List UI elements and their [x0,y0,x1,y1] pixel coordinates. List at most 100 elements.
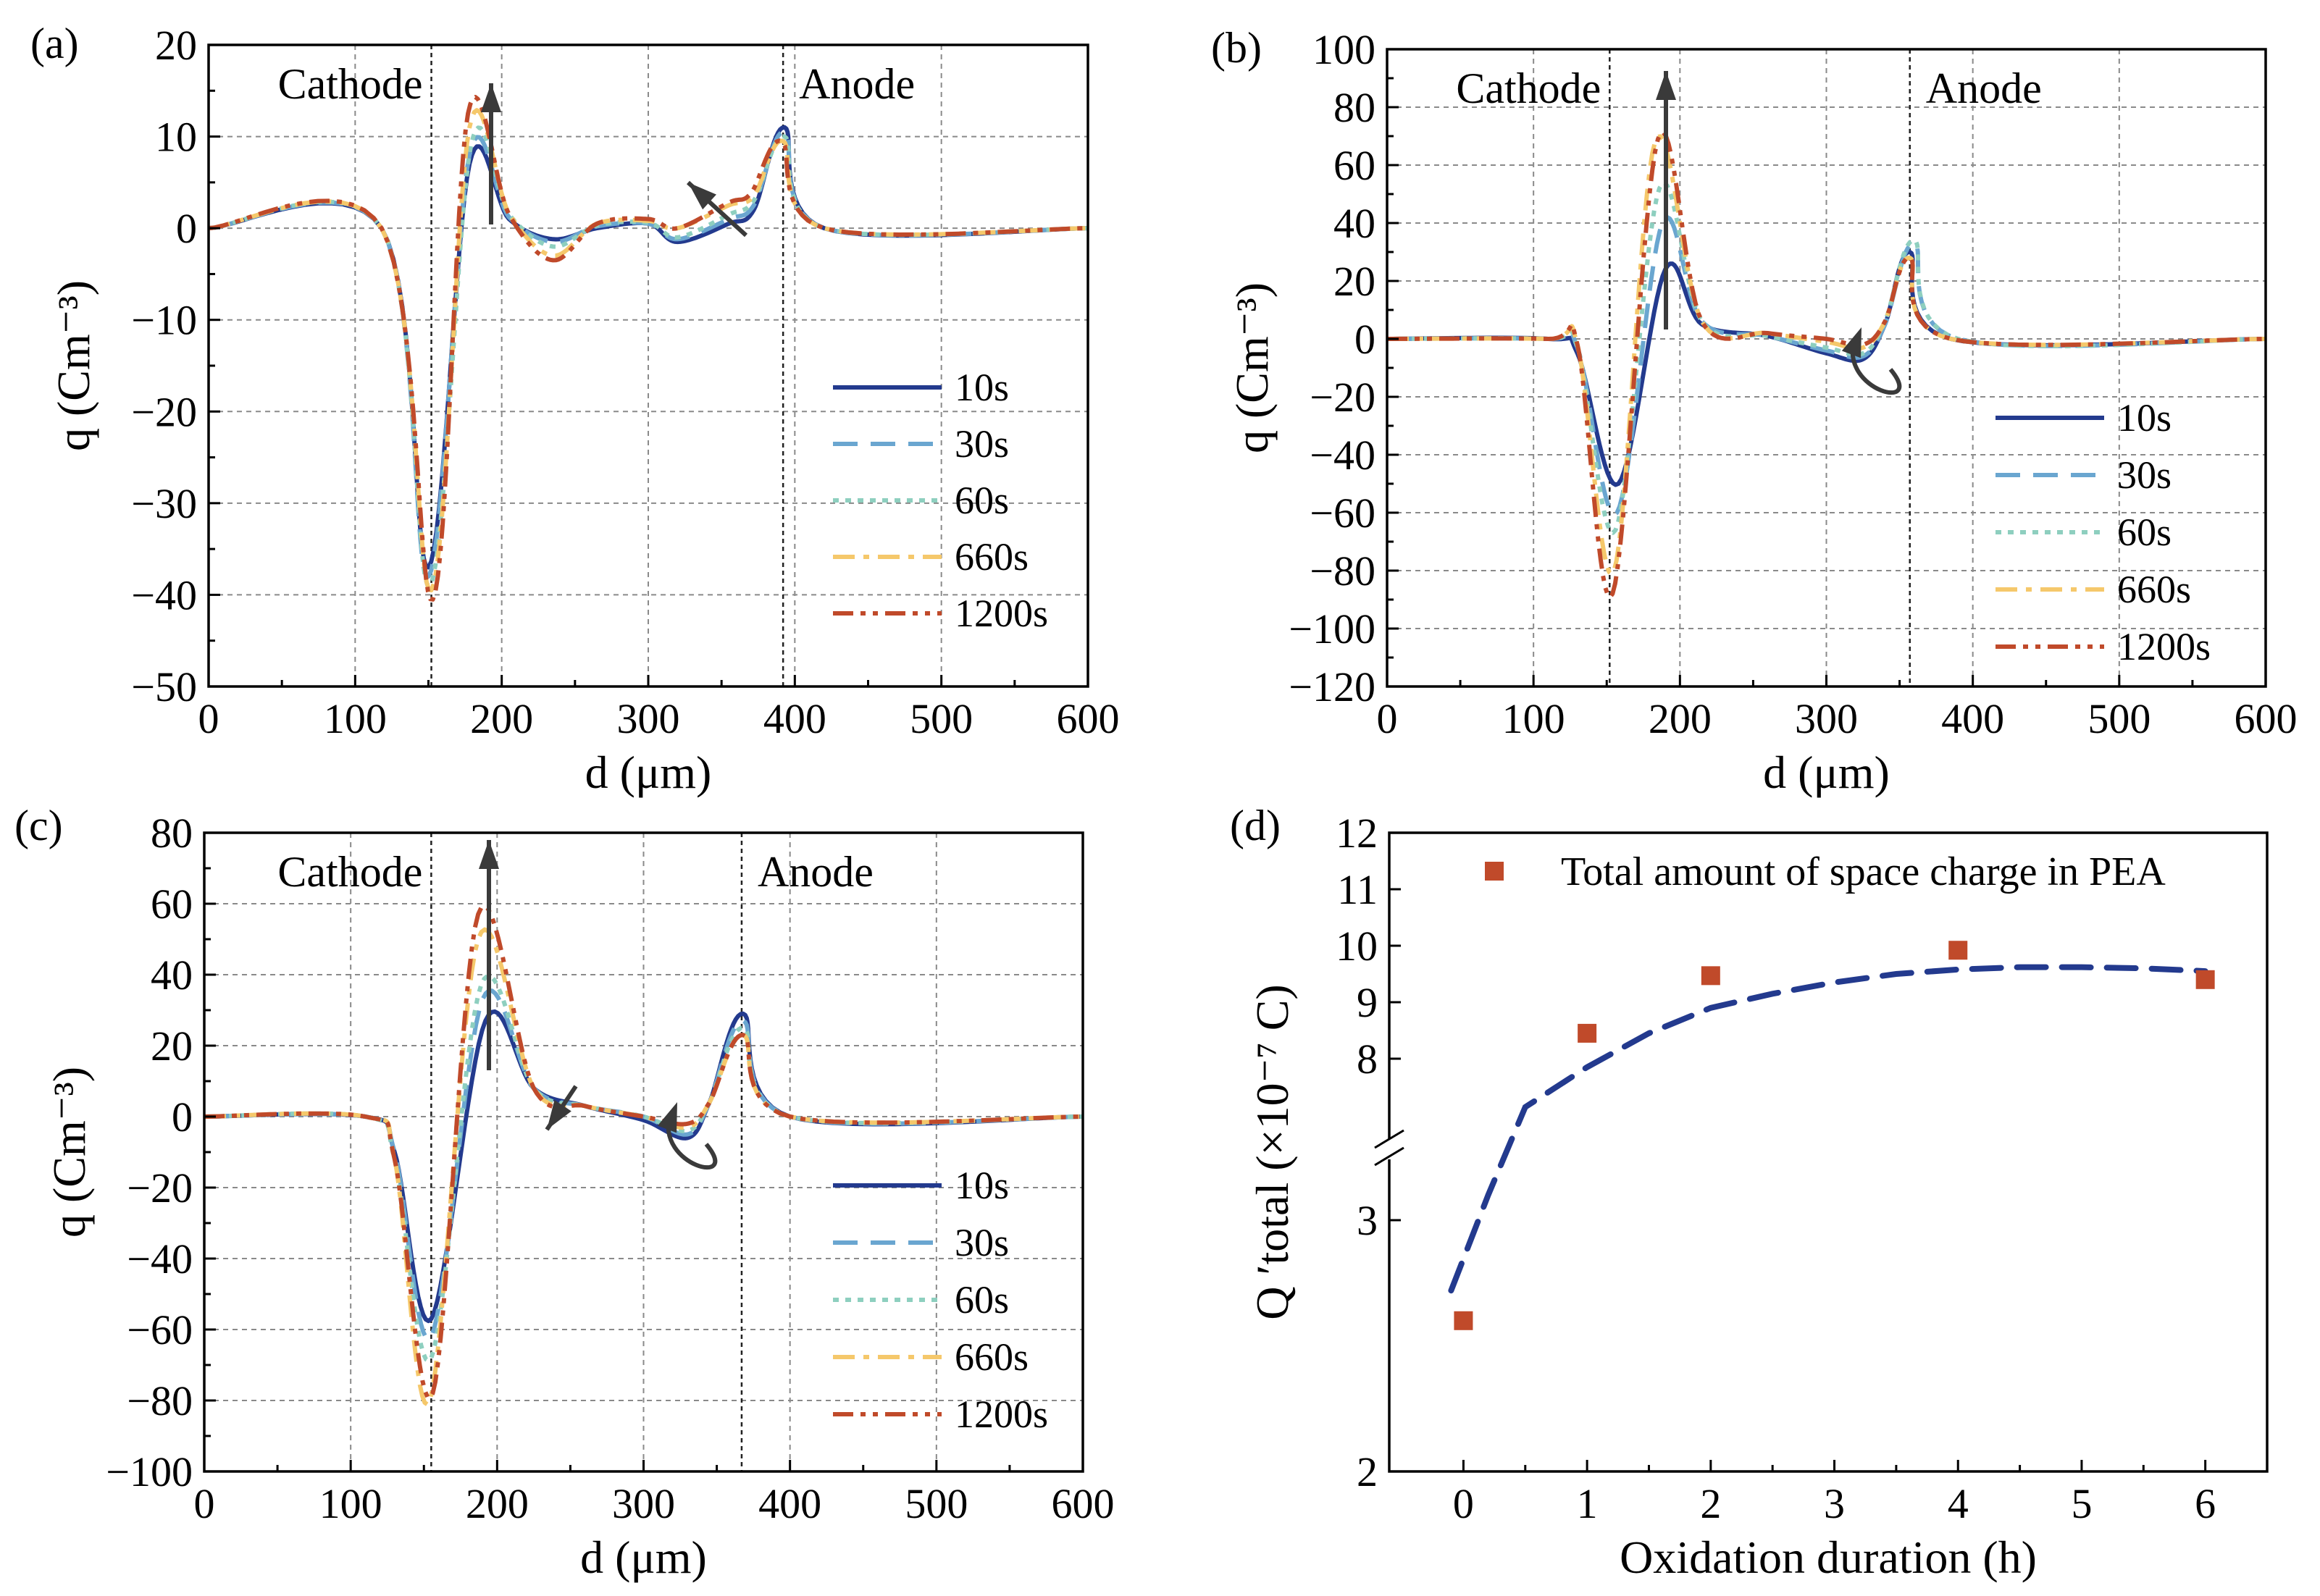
y-axis-label: q (Cm⁻³) [1226,282,1278,453]
x-tick-label: 5 [2071,1480,2092,1527]
series-line-30s [208,130,1089,579]
y-tick-label: 0 [1354,316,1375,363]
y-tick-label: −30 [131,480,197,527]
legend-label-660s: 660s [955,1335,1029,1379]
legend-label-60s: 60s [2117,511,2172,554]
trend-arrow-1-shaft [1850,340,1902,395]
y-tick-label: 100 [1312,26,1375,73]
y-tick-label: −40 [131,571,197,618]
trend-arrow-2-head [657,1102,677,1133]
y-tick-label: 80 [1333,84,1375,131]
cathode-label: Cathode [1456,64,1601,112]
y-tick-label: 11 [1337,866,1378,913]
y-tick-label: 12 [1336,810,1378,857]
y-axis-label: q (Cm⁻³) [48,280,99,451]
y-tick-label: −120 [1289,663,1375,710]
x-tick-label: 6 [2195,1480,2216,1527]
y-tick-label: −40 [1310,432,1375,479]
scatter-point [1948,941,1968,960]
plot-frame [1388,831,2269,1473]
y-tick-label: −20 [127,1164,193,1211]
y-tick-label: −20 [131,388,197,435]
x-tick-label: 400 [758,1480,821,1527]
scatter-point [1578,1023,1597,1043]
trend-arrow-2-shaft [666,1114,718,1170]
x-tick-label: 600 [1052,1480,1115,1527]
legend-marker [1485,862,1504,881]
y-tick-label: 10 [155,114,197,161]
legend-label-660s: 660s [955,535,1029,579]
y-tick-label: 8 [1357,1036,1378,1083]
legend-label-30s: 30s [955,422,1009,466]
y-axis-label: Q ′total (×10⁻⁷ C) [1247,984,1298,1319]
legend-label-60s: 60s [955,479,1009,522]
y-tick-label: 3 [1357,1197,1378,1244]
legend-label-1200s: 1200s [955,592,1048,635]
axis-break-mark [1374,1129,1404,1149]
panel-a: 0 100 200 300 400 500 600 −50 −40 −30 −20 −10 0 10 20 d… [30,20,1120,798]
x-tick-label: 200 [1649,695,1712,742]
anode-label: Anode [799,60,915,108]
trend-arrow-1-head [547,1099,571,1130]
x-tick-label: 200 [470,695,533,742]
y-tick-label: 10 [1336,923,1378,970]
cathode-label: Cathode [278,60,423,108]
x-tick-label: 300 [617,695,680,742]
x-tick-label: 600 [1057,695,1120,742]
x-tick-label: 600 [2235,695,2298,742]
panel-c: 0 100 200 300 400 500 600 −100 −80 −60 −40 −20 0 20 40… [14,802,1115,1583]
x-tick-label: 0 [1453,1480,1474,1527]
y-axis-label: q (Cm⁻³) [43,1067,95,1238]
x-tick-label: 3 [1824,1480,1845,1527]
x-axis-label: d (μm) [585,747,712,798]
y-tick-label: 2 [1357,1448,1378,1495]
x-tick-label: 300 [612,1480,675,1527]
y-tick-label: 20 [1333,258,1375,305]
y-tick-label: 60 [151,881,193,928]
y-tick-label: −10 [131,297,197,344]
series-line-1200s [1387,130,2266,600]
y-tick-label: −50 [131,663,197,710]
x-tick-label: 400 [1941,695,2004,742]
y-tick-label: 0 [172,1093,193,1141]
anode-label: Anode [1926,64,2042,112]
y-tick-label: 40 [151,952,193,999]
legend-label-10s: 10s [2117,396,2172,440]
x-tick-label: 100 [1502,695,1565,742]
y-tick-label: 9 [1357,979,1378,1026]
x-tick-label: 0 [194,1480,215,1527]
x-tick-label: 500 [910,695,973,742]
x-tick-label: 0 [1377,695,1398,742]
x-tick-label: 4 [1948,1480,1969,1527]
legend-label-1200s: 1200s [2117,625,2211,668]
y-tick-label: 20 [151,1022,193,1070]
legend-label-60s: 60s [955,1278,1009,1322]
y-tick-label: −60 [127,1306,193,1353]
trend-arrow-1-head [688,182,716,210]
y-tick-label: −20 [1310,374,1375,421]
x-tick-label: 500 [905,1480,968,1527]
x-tick-label: 400 [763,695,826,742]
axis-break-mark [1374,1146,1404,1167]
legend-label-30s: 30s [2117,453,2172,497]
series-line-1200s [204,904,1084,1400]
y-tick-label: −80 [1310,547,1375,595]
x-tick-label: 0 [198,695,219,742]
y-tick-label: −100 [106,1448,193,1495]
y-tick-label: −80 [127,1377,193,1424]
legend-label-1200s: 1200s [955,1393,1048,1436]
legend-label-660s: 660s [2117,568,2191,611]
trend-arrow-0-head [481,83,501,112]
y-tick-label: 0 [176,205,197,252]
y-tick-label: −100 [1289,605,1375,652]
y-tick-label: 80 [151,810,193,857]
y-tick-label: −60 [1310,490,1375,537]
scatter-point [1454,1311,1473,1330]
panel-label: (c) [14,802,63,849]
scatter-point [1701,966,1720,986]
panel-label: (b) [1211,24,1262,72]
legend-label: Total amount of space charge in PEA [1561,849,2166,894]
series-line-660s [1387,134,2266,576]
x-tick-label: 100 [319,1480,382,1527]
